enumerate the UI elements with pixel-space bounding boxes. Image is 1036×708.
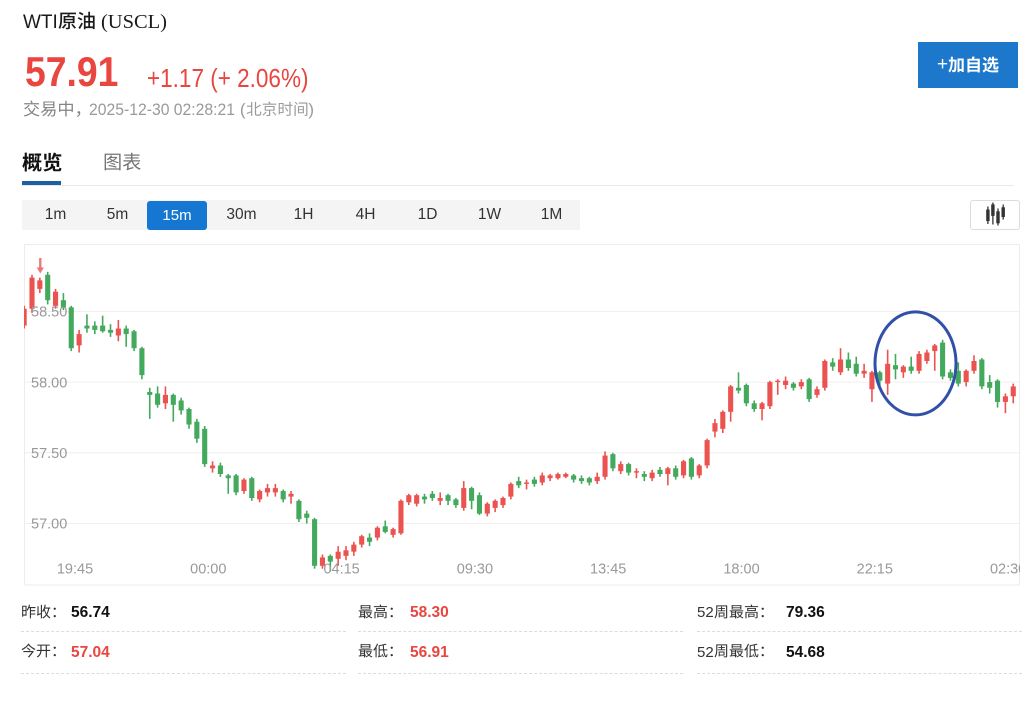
svg-text:04:15: 04:15 — [323, 562, 359, 578]
svg-text:58.00: 58.00 — [31, 375, 67, 391]
svg-text:09:30: 09:30 — [457, 562, 493, 578]
svg-text:57.50: 57.50 — [31, 446, 67, 462]
svg-text:18:00: 18:00 — [723, 562, 759, 578]
svg-text:58.50: 58.50 — [31, 305, 67, 321]
svg-text:19:45: 19:45 — [57, 562, 93, 578]
svg-text:13:45: 13:45 — [590, 562, 626, 578]
svg-text:00:00: 00:00 — [190, 562, 226, 578]
svg-text:22:15: 22:15 — [857, 562, 893, 578]
svg-text:02:30: 02:30 — [990, 562, 1020, 578]
svg-text:57.00: 57.00 — [31, 517, 67, 533]
